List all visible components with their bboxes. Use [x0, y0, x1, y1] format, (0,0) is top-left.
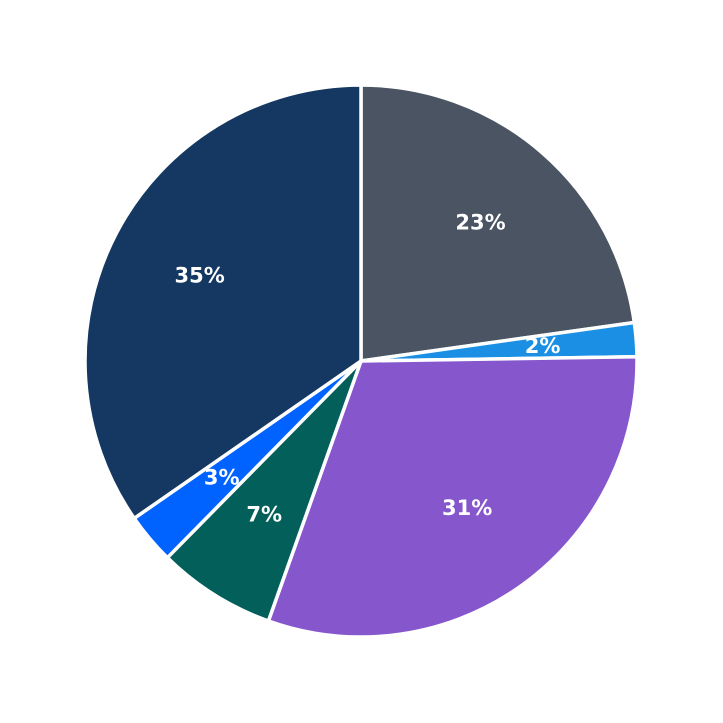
- pie-slice: [83, 83, 363, 521]
- data-label: 31%: [442, 496, 492, 520]
- data-label: 23%: [455, 211, 505, 235]
- pie-slice: [165, 359, 363, 623]
- data-label: 7%: [246, 502, 282, 526]
- data-label: 35%: [174, 264, 224, 288]
- data-label: 3%: [204, 465, 240, 489]
- pie-slice: [266, 354, 639, 639]
- data-label: 2%: [525, 334, 561, 358]
- pie-slice: [359, 83, 637, 363]
